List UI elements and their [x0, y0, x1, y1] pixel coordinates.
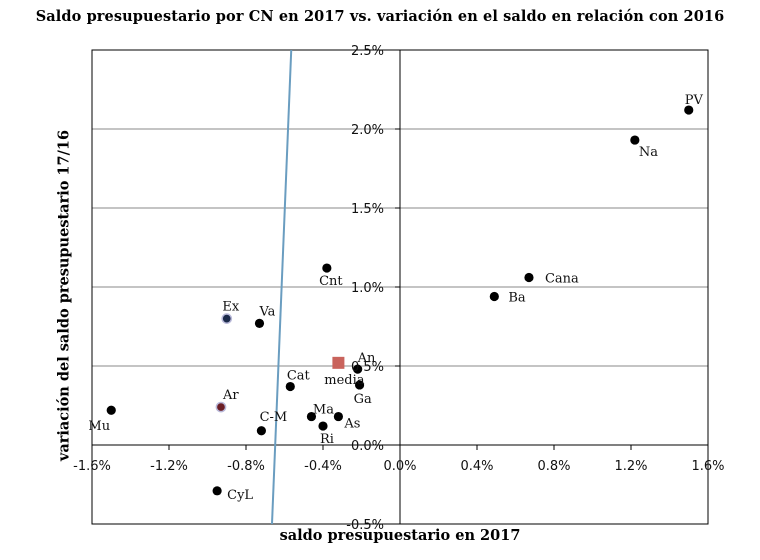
- x-tick-label-6: 0.8%: [537, 459, 570, 474]
- point-label-va: Va: [258, 304, 275, 319]
- point-as: [333, 411, 343, 422]
- y-tick-label-0: -0.5%: [346, 518, 384, 533]
- point-label-cana: Cana: [545, 272, 579, 287]
- point-label-ar: Ar: [222, 388, 239, 403]
- point-label-an: An: [357, 351, 376, 366]
- point-ga: [354, 380, 365, 390]
- y-tick-label-3: 1.0%: [351, 281, 384, 296]
- point-an: [353, 364, 363, 374]
- point-ri: [318, 421, 328, 431]
- axes: [91, 49, 709, 525]
- x-tick-label-0: -1.6%: [73, 459, 111, 474]
- y-tick-label-6: 2.5%: [351, 44, 384, 59]
- x-tick-label-1: -1.2%: [150, 459, 188, 474]
- point-media: [332, 356, 345, 369]
- point-cana: [524, 272, 534, 283]
- point-cnt: [322, 263, 332, 273]
- point-label-pv: PV: [685, 93, 704, 108]
- x-tick-label-8: 1.6%: [691, 459, 724, 474]
- point-label-c-m: C-M: [260, 410, 288, 425]
- y-tick-label-5: 2.0%: [351, 123, 384, 138]
- point-label-as: As: [343, 417, 360, 432]
- point-cyl: [212, 486, 222, 496]
- point-label-ma: Ma: [313, 403, 334, 418]
- x-tick-label-7: 1.2%: [614, 459, 647, 474]
- point-label-na: Na: [639, 145, 658, 160]
- point-label-ri: Ri: [320, 432, 334, 447]
- chart-title: Saldo presupuestario por CN en 2017 vs. …: [35, 8, 725, 25]
- point-label-cat: Cat: [287, 369, 311, 384]
- point-ma: [306, 411, 317, 422]
- point-ar: [215, 401, 227, 413]
- point-label-media: media: [324, 373, 365, 388]
- point-label-ba: Ba: [508, 290, 526, 305]
- point-mu: [106, 405, 116, 415]
- data-points: [106, 105, 694, 496]
- point-cat: [285, 381, 295, 392]
- x-tick-label-4: 0.0%: [383, 459, 416, 474]
- point-labels: PV Na Cana Ba Cnt Ex Va An Ga Cat Ar Mu C-M Ma As Ri CyL…: [88, 93, 703, 503]
- point-label-cnt: Cnt: [319, 274, 343, 289]
- x-axis-label: saldo presupuestario en 2017: [279, 527, 521, 544]
- y-tick-label-1: 0.0%: [351, 439, 384, 454]
- point-c-m: [256, 426, 266, 436]
- point-va: [254, 318, 265, 328]
- trend-line-segment: [270, 49, 293, 525]
- x-tick-label-3: -0.4%: [304, 459, 342, 474]
- y-tick-label-2: 0.5%: [351, 360, 384, 375]
- trend-line: [270, 49, 293, 525]
- point-pv: [684, 105, 694, 115]
- y-axis-label: variación del saldo presupuestario 17/16: [55, 129, 73, 462]
- point-label-ga: Ga: [354, 392, 372, 407]
- point-label-mu: Mu: [88, 419, 110, 434]
- point-na: [630, 135, 640, 145]
- tick-labels: -1.6% -1.2% -0.8% -0.4% 0.0% 0.4% 0.8% 1.2% 1.6%…: [73, 44, 724, 533]
- x-tick-label-5: 0.4%: [460, 459, 493, 474]
- x-tick-label-2: -0.8%: [227, 459, 265, 474]
- point-ba: [489, 291, 499, 302]
- point-label-ex: Ex: [222, 300, 239, 315]
- point-label-cyl: CyL: [227, 488, 253, 503]
- y-tick-label-4: 1.5%: [351, 202, 384, 217]
- point-ex: [221, 313, 233, 324]
